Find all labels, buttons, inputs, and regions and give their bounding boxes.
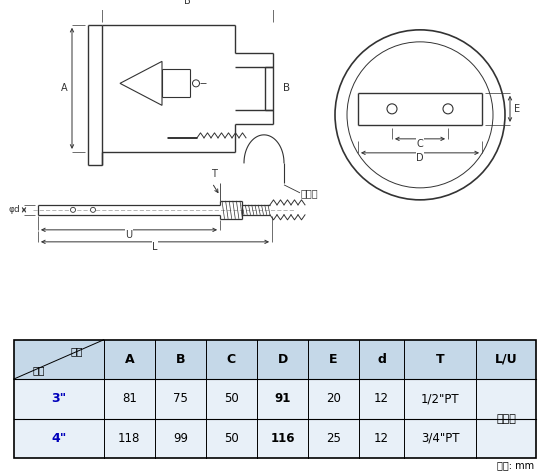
Text: 3/4"PT: 3/4"PT bbox=[421, 432, 459, 445]
Text: 118: 118 bbox=[118, 432, 140, 445]
Text: T: T bbox=[211, 169, 217, 179]
Text: φd: φd bbox=[8, 205, 20, 214]
Text: B: B bbox=[175, 353, 185, 366]
Text: 116: 116 bbox=[270, 432, 295, 445]
Circle shape bbox=[70, 207, 75, 212]
Text: 單位: mm: 單位: mm bbox=[497, 461, 534, 471]
Text: B: B bbox=[283, 83, 290, 93]
Text: d: d bbox=[377, 353, 386, 366]
Text: D: D bbox=[277, 353, 288, 366]
Bar bbox=[14, 379, 536, 419]
Text: 依指定: 依指定 bbox=[497, 414, 516, 423]
Text: C: C bbox=[227, 353, 236, 366]
Circle shape bbox=[192, 80, 200, 87]
Text: 75: 75 bbox=[173, 392, 188, 406]
Bar bbox=[14, 340, 536, 458]
Text: D: D bbox=[416, 153, 424, 163]
Text: 91: 91 bbox=[274, 392, 291, 406]
Text: T: T bbox=[436, 353, 444, 366]
Circle shape bbox=[91, 207, 96, 212]
Text: 25: 25 bbox=[326, 432, 341, 445]
Text: 尺寸: 尺寸 bbox=[70, 346, 83, 356]
Text: U: U bbox=[125, 230, 133, 240]
Text: 50: 50 bbox=[224, 432, 239, 445]
Text: C: C bbox=[417, 139, 424, 149]
Text: 20: 20 bbox=[326, 392, 341, 406]
Text: 99: 99 bbox=[173, 432, 188, 445]
Text: 12: 12 bbox=[374, 432, 389, 445]
Text: 81: 81 bbox=[122, 392, 137, 406]
Text: E: E bbox=[329, 353, 338, 366]
Polygon shape bbox=[120, 61, 162, 106]
Text: A: A bbox=[60, 83, 67, 93]
Text: B: B bbox=[184, 0, 191, 6]
Text: 毛細管: 毛細管 bbox=[301, 188, 318, 198]
Text: 1/2"PT: 1/2"PT bbox=[421, 392, 460, 406]
Text: 4": 4" bbox=[51, 432, 67, 445]
Text: A: A bbox=[124, 353, 134, 366]
Bar bbox=[14, 340, 536, 379]
Text: 12: 12 bbox=[374, 392, 389, 406]
Text: 3": 3" bbox=[51, 392, 67, 406]
Text: L: L bbox=[152, 242, 158, 252]
Text: 50: 50 bbox=[224, 392, 239, 406]
Bar bbox=[14, 419, 536, 458]
Text: 錢徑: 錢徑 bbox=[32, 365, 45, 375]
Text: L/U: L/U bbox=[495, 353, 518, 366]
Text: E: E bbox=[514, 104, 520, 114]
